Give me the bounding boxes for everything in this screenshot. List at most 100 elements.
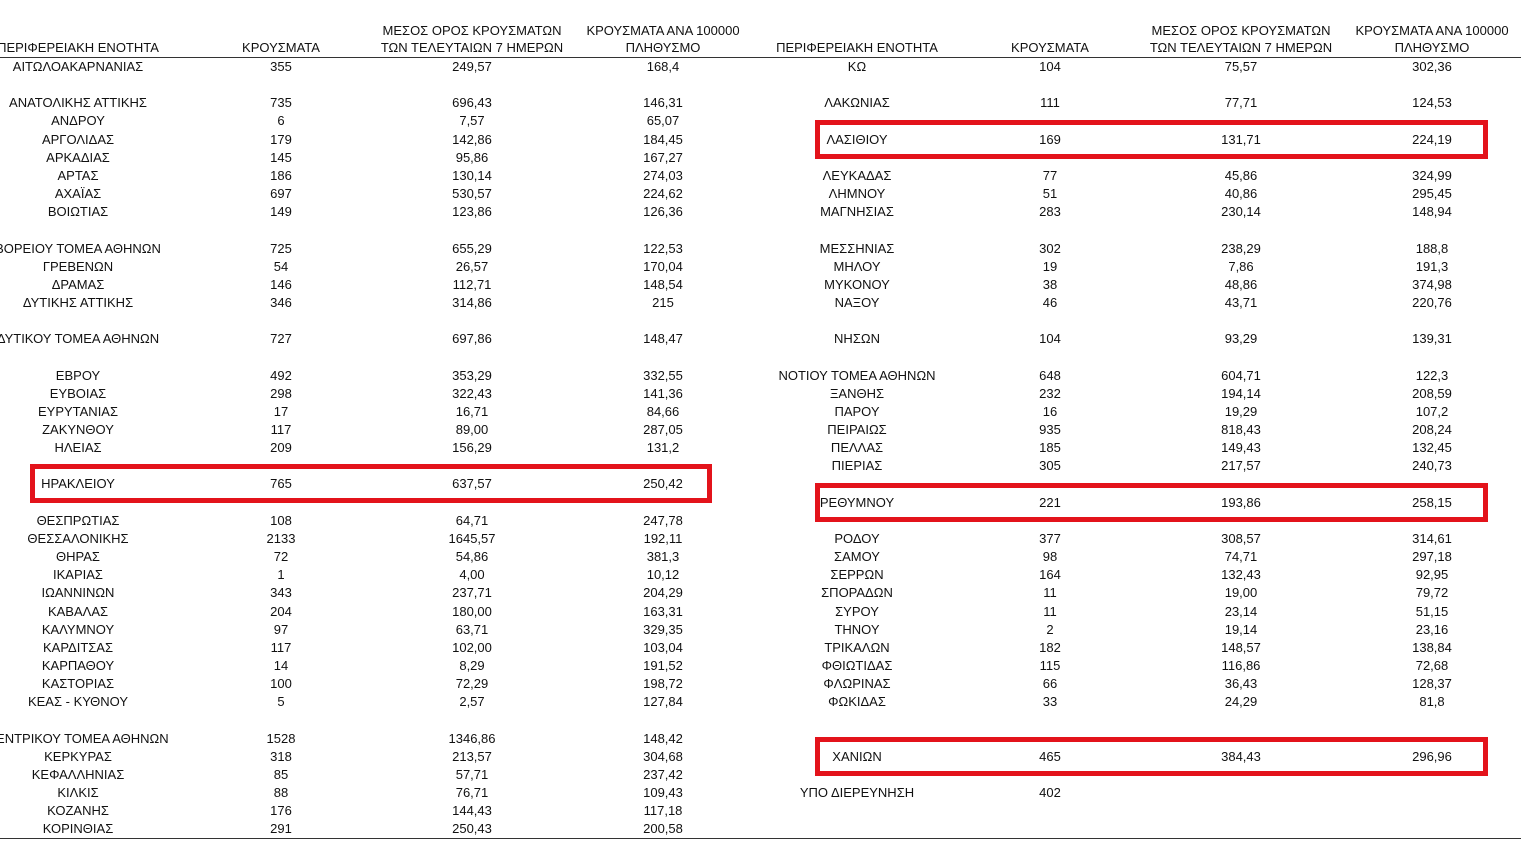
cell-value: 198,72	[643, 676, 683, 692]
cell-value: 329,35	[643, 621, 683, 637]
region-name: ΚΕΡΚΥΡΑΣ	[44, 748, 112, 764]
cell-value: 637,57	[452, 476, 492, 492]
cell-value: 238,29	[1221, 240, 1261, 256]
region-name: ΣΠΟΡΑΔΩΝ	[821, 585, 893, 601]
cell-value: 283	[1039, 204, 1061, 220]
cell-value: 145	[270, 149, 292, 165]
region-name: ΠΑΡΟΥ	[834, 403, 880, 419]
cell-value: 111	[1040, 95, 1060, 111]
cell-value: 188,8	[1415, 240, 1449, 256]
cell-value: 65,07	[646, 113, 680, 129]
cell-value: 17	[273, 403, 289, 419]
cell-value: 16,71	[455, 403, 489, 419]
cell-value: 179	[270, 131, 292, 147]
region-name: ΥΠΟ ΔΙΕΡΕΥΝΗΣΗ	[799, 785, 915, 800]
cell-value: 169	[1039, 131, 1061, 147]
cell-value: 89,00	[455, 422, 489, 437]
cell-value: 314,86	[452, 294, 492, 310]
cell-value: 117	[270, 639, 292, 655]
cell-value: 72,29	[455, 676, 489, 692]
column-header: ΚΡΟΥΣΜΑΤΑ	[1011, 40, 1089, 55]
cell-value: 220,76	[1412, 294, 1452, 310]
cell-value: 33	[1042, 694, 1058, 710]
region-name: ΦΘΙΩΤΙΔΑΣ	[821, 657, 893, 673]
cell-value: 176	[270, 803, 292, 819]
region-name: ΛΕΥΚΑΔΑΣ	[822, 167, 892, 183]
cell-value: 465	[1039, 748, 1061, 764]
region-name: ΜΑΓΝΗΣΙΑΣ	[820, 204, 894, 220]
cell-value: 249,57	[452, 59, 492, 74]
region-name: ΝΑΞΟΥ	[834, 294, 880, 310]
cell-value: 77	[1042, 167, 1058, 183]
cell-value: 108	[270, 512, 292, 528]
cell-value: 604,71	[1221, 367, 1261, 383]
cell-value: 230,14	[1221, 204, 1261, 220]
cell-value: 1346,86	[448, 730, 496, 746]
cell-value: 224,19	[1412, 131, 1452, 147]
cell-value: 103,04	[643, 639, 683, 655]
cell-value: 237,42	[643, 766, 683, 782]
cell-value: 75,57	[1224, 59, 1258, 74]
cell-value: 149	[270, 204, 292, 220]
cell-value: 765	[270, 476, 292, 492]
column-header: ΠΕΡΙΦΕΡΕΙΑΚΗ ΕΝΟΤΗΤΑ	[776, 40, 938, 55]
cell-value: 24,29	[1224, 694, 1258, 710]
cell-value: 185	[1039, 440, 1061, 456]
cell-value: 298	[270, 385, 292, 401]
region-name: ΣΥΡΟΥ	[835, 603, 879, 619]
highlight-box	[815, 119, 1488, 159]
region-name: ΠΕΙΡΑΙΩΣ	[827, 422, 887, 437]
cell-value: 213,57	[452, 748, 492, 764]
region-name: ΓΡΕΒΕΝΩΝ	[42, 258, 114, 274]
cell-value: 11	[1043, 603, 1057, 619]
cell-value: 208,24	[1412, 422, 1452, 437]
cell-value: 322,43	[452, 385, 492, 401]
highlight-box	[815, 482, 1488, 522]
cell-value: 274,03	[643, 167, 683, 183]
cell-value: 2133	[266, 530, 296, 546]
cell-value: 247,78	[643, 512, 683, 528]
cell-value: 130,14	[452, 167, 492, 183]
cell-value: 735	[270, 95, 292, 111]
cell-value: 374,98	[1412, 276, 1452, 292]
cell-value: 170,04	[643, 258, 683, 274]
cell-value: 7,57	[459, 113, 485, 129]
cell-value: 655,29	[452, 240, 492, 256]
cell-value: 88	[273, 785, 289, 800]
cell-value: 11	[1043, 585, 1057, 601]
region-name: ΚΕΦΑΛΛΗΝΙΑΣ	[31, 766, 125, 782]
region-name: ΔΡΑΜΑΣ	[51, 276, 105, 292]
region-name: ΚΑΒΑΛΑΣ	[47, 603, 109, 619]
cell-value: 935	[1039, 422, 1061, 437]
cell-value: 304,68	[643, 748, 683, 764]
cell-value: 23,14	[1224, 603, 1258, 619]
bottom-rule	[0, 838, 1521, 839]
region-name: ΞΑΝΘΗΣ	[829, 385, 885, 401]
cell-value: 180,00	[452, 603, 492, 619]
region-name: ΣΑΜΟΥ	[834, 549, 880, 565]
cell-value: 76,71	[455, 785, 489, 800]
cell-value: 51,15	[1415, 603, 1449, 619]
region-name: ΚΕΑΣ - ΚΥΘΝΟΥ	[27, 694, 129, 710]
region-name: ΙΚΑΡΙΑΣ	[53, 567, 103, 583]
cell-value: 72	[273, 549, 289, 565]
cell-value: 122,3	[1415, 367, 1449, 383]
cell-value: 57,71	[455, 766, 489, 782]
cell-value: 127,84	[643, 694, 683, 710]
cell-value: 168,4	[646, 59, 680, 74]
cell-value: 116,86	[1221, 657, 1261, 673]
cell-value: 818,43	[1221, 422, 1261, 437]
cell-value: 148,54	[643, 276, 683, 292]
region-name: ΚΕΝΤΡΙΚΟΥ ΤΟΜΕΑ ΑΘΗΝΩΝ	[0, 730, 169, 746]
region-name: ΒΟΡΕΙΟΥ ΤΟΜΕΑ ΑΘΗΝΩΝ	[0, 240, 161, 256]
cell-value: 19,00	[1224, 585, 1258, 601]
cell-value: 186	[270, 167, 292, 183]
cell-value: 132,45	[1412, 440, 1452, 456]
cell-value: 19	[1042, 258, 1058, 274]
region-name: ΠΕΛΛΑΣ	[830, 440, 884, 456]
column-header: ΜΕΣΟΣ ΟΡΟΣ ΚΡΟΥΣΜΑΤΩΝ ΤΩΝ ΤΕΛΕΥΤΑΙΩΝ 7 Η…	[380, 23, 564, 55]
region-name: ΗΡΑΚΛΕΙΟΥ	[41, 476, 115, 492]
region-name: ΑΝΔΡΟΥ	[51, 113, 105, 129]
cell-value: 302	[1039, 240, 1061, 256]
cell-value: 308,57	[1221, 530, 1261, 546]
